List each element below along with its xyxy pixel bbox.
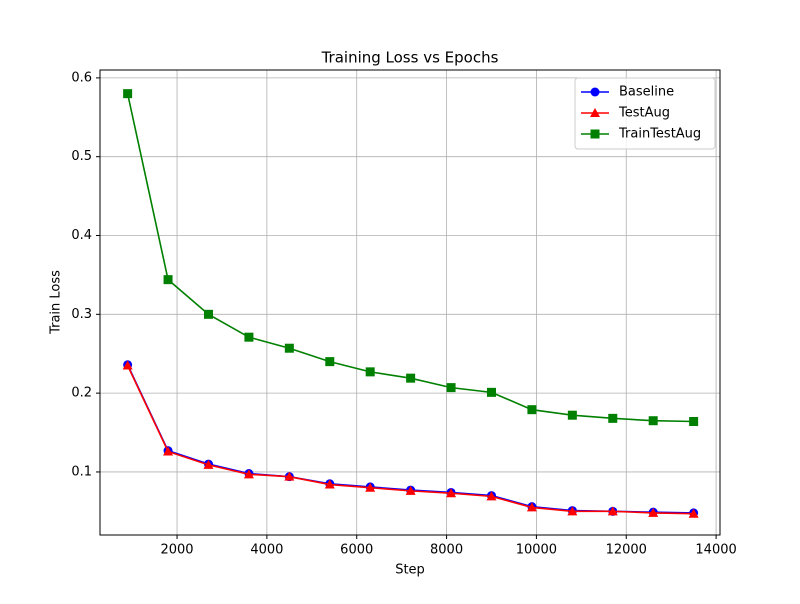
marker xyxy=(325,357,335,367)
marker xyxy=(163,275,173,285)
marker xyxy=(446,488,457,498)
legend-label: TrainTestAug xyxy=(618,127,701,142)
legend-label: TestAug xyxy=(618,106,670,121)
marker xyxy=(284,343,294,353)
marker xyxy=(365,482,376,492)
plot-frame xyxy=(99,69,721,536)
marker xyxy=(406,373,416,383)
marker xyxy=(203,309,213,319)
marker xyxy=(446,383,456,393)
marker xyxy=(608,413,618,423)
marker xyxy=(243,469,254,479)
marker xyxy=(486,491,497,501)
y-axis-label: Train Loss xyxy=(49,270,64,335)
marker xyxy=(244,332,254,342)
y-tick-label: 0.4 xyxy=(71,228,92,243)
legend-marker xyxy=(590,108,600,117)
x-tick-label: 2000 xyxy=(160,543,193,558)
legend: Baseline TestAug TrainTestAug xyxy=(574,77,716,150)
marker xyxy=(689,417,699,427)
y-tick-label: 0.1 xyxy=(71,464,92,479)
x-tick-label: 12000 xyxy=(606,543,647,558)
marker xyxy=(526,502,537,512)
marker xyxy=(324,479,335,489)
x-axis-label: Step xyxy=(395,563,425,578)
marker xyxy=(365,367,375,377)
y-tick-label: 0.2 xyxy=(71,386,92,401)
x-tick-label: 4000 xyxy=(250,543,283,558)
marker xyxy=(163,446,174,456)
marker xyxy=(284,471,295,481)
x-tick-label: 8000 xyxy=(430,543,463,558)
marker xyxy=(122,360,133,370)
marker xyxy=(486,387,496,397)
legend-marker xyxy=(590,87,600,97)
marker xyxy=(607,506,618,516)
legend-marker xyxy=(590,129,600,139)
chart-title: Training Loss vs Epochs xyxy=(321,49,499,67)
marker xyxy=(648,507,659,517)
y-tick-label: 0.3 xyxy=(71,307,92,322)
marker xyxy=(527,405,537,415)
x-tick-label: 6000 xyxy=(340,543,373,558)
x-tick-label: 14000 xyxy=(695,543,736,558)
legend-label: Baseline xyxy=(619,85,674,100)
legend-box xyxy=(574,77,716,150)
marker xyxy=(123,89,133,99)
y-tick-label: 0.5 xyxy=(71,149,92,164)
marker xyxy=(567,410,577,420)
marker xyxy=(203,459,214,469)
marker xyxy=(648,416,658,426)
y-tick-label: 0.6 xyxy=(71,70,92,85)
x-tick-label: 10000 xyxy=(516,543,557,558)
marker xyxy=(567,506,578,516)
marker xyxy=(688,508,699,518)
marker xyxy=(405,485,416,495)
